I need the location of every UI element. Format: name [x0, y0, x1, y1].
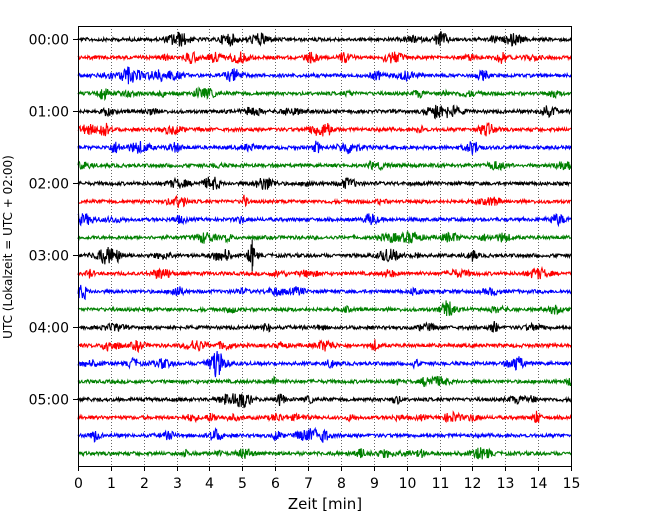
trace-row	[77, 284, 572, 301]
y-axis-label: UTC (Lokalzeit = UTC + 02:00)	[1, 155, 15, 339]
x-tick-label: 11	[432, 476, 450, 492]
trace-row	[77, 300, 572, 317]
x-tick-label: 10	[399, 476, 417, 492]
x-tick-label: 6	[271, 476, 280, 492]
y-tick-label: 01:00	[29, 105, 69, 121]
x-tick-label: 9	[370, 476, 379, 492]
x-tick-label: 12	[464, 476, 482, 492]
trace-row	[77, 239, 572, 272]
trace-row	[77, 194, 572, 208]
trace-row	[77, 86, 572, 102]
trace-row	[77, 375, 572, 388]
trace-row	[77, 320, 572, 333]
x-tick-label: 1	[107, 476, 116, 492]
x-grid	[111, 26, 539, 466]
x-tick-label: 0	[74, 476, 83, 492]
trace-row	[77, 265, 572, 280]
x-tick-label: 15	[563, 476, 581, 492]
x-tick-label: 3	[173, 476, 182, 492]
trace-row	[77, 50, 572, 64]
x-tick-label: 5	[238, 476, 247, 492]
x-ticks: 0 1 2 3 4 5 6 7 8 9 10 11 12 13 14 15	[74, 466, 580, 492]
trace-row	[77, 350, 572, 378]
y-ticks: 00:00 01:00 02:00 03:00 04:00 05:00	[29, 33, 78, 409]
x-tick-label: 8	[337, 476, 346, 492]
trace-row	[77, 140, 572, 155]
trace-row	[77, 104, 572, 120]
x-tick-label: 2	[140, 476, 149, 492]
x-tick-label: 14	[530, 476, 548, 492]
trace-row	[77, 426, 572, 443]
trace-row	[77, 339, 572, 354]
y-tick-label: 04:00	[29, 321, 69, 337]
trace-row	[77, 160, 572, 172]
trace-row	[77, 410, 572, 424]
traces	[77, 31, 572, 460]
y-tick-label: 05:00	[29, 393, 69, 409]
x-tick-label: 4	[205, 476, 214, 492]
trace-row	[77, 447, 572, 460]
trace-row	[77, 212, 572, 228]
trace-row	[77, 31, 572, 47]
trace-row	[77, 121, 572, 137]
trace-row	[77, 230, 572, 244]
x-tick-label: 7	[304, 476, 313, 492]
y-tick-label: 00:00	[29, 33, 69, 49]
plot-frame	[78, 26, 572, 467]
trace-row	[77, 66, 572, 85]
trace-row	[77, 393, 572, 409]
y-tick-label: 02:00	[29, 177, 69, 193]
x-axis-label: Zeit [min]	[288, 495, 362, 513]
x-tick-label: 13	[497, 476, 515, 492]
trace-row	[77, 176, 572, 191]
y-tick-label: 03:00	[29, 249, 69, 265]
